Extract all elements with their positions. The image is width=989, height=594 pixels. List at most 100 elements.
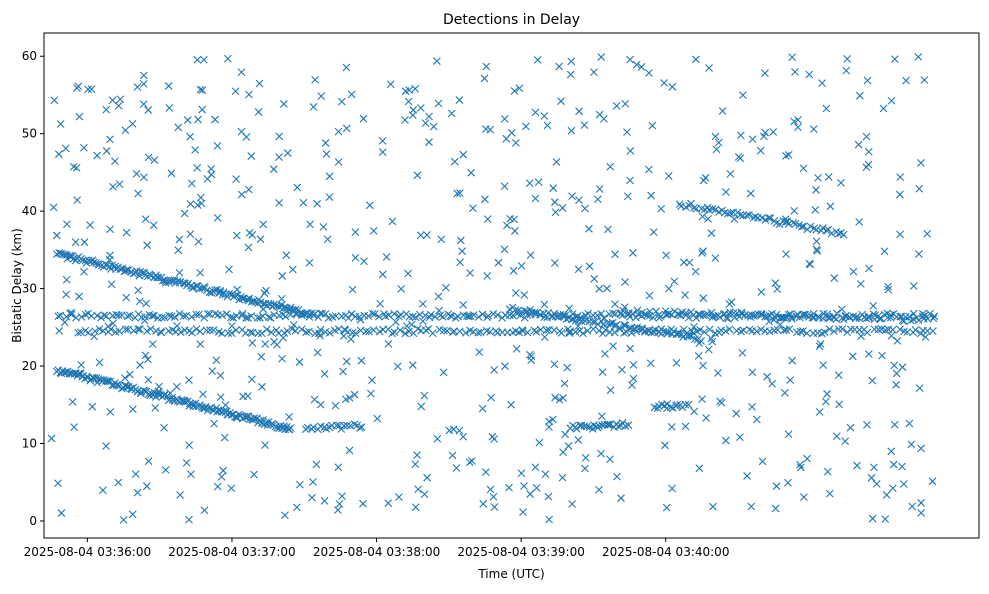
- data-point: [799, 327, 807, 335]
- data-point: [200, 506, 209, 515]
- data-point: [131, 470, 140, 479]
- data-point: [334, 463, 343, 472]
- data-point: [736, 211, 745, 219]
- data-point: [812, 186, 820, 194]
- data-point: [545, 515, 554, 524]
- data-point: [314, 329, 323, 338]
- data-point: [582, 422, 591, 431]
- data-point: [761, 69, 769, 78]
- data-point: [223, 54, 232, 63]
- data-point: [465, 458, 474, 467]
- data-point: [196, 340, 205, 349]
- data-point: [797, 222, 806, 231]
- data-point: [534, 178, 543, 186]
- data-point: [67, 310, 76, 319]
- data-point: [825, 325, 834, 333]
- data-point: [313, 199, 322, 208]
- data-point: [705, 64, 713, 72]
- data-point: [233, 285, 242, 294]
- data-point: [574, 436, 583, 444]
- data-point: [368, 309, 377, 318]
- data-point: [585, 224, 593, 233]
- data-point: [149, 221, 158, 230]
- data-point: [785, 325, 794, 333]
- data-point: [694, 351, 703, 360]
- data-point: [756, 146, 765, 155]
- data-point: [664, 284, 673, 293]
- data-point: [917, 159, 925, 167]
- y-tick-label: 50: [22, 127, 37, 141]
- data-point: [604, 420, 613, 429]
- data-point: [864, 313, 873, 322]
- data-point: [898, 462, 906, 471]
- data-point: [124, 325, 132, 334]
- data-point: [589, 317, 598, 326]
- data-point: [579, 329, 587, 338]
- data-point: [819, 361, 828, 369]
- data-point: [341, 395, 350, 404]
- data-point: [597, 309, 606, 318]
- data-point: [870, 463, 878, 472]
- data-point: [674, 330, 683, 339]
- data-point: [751, 212, 760, 221]
- data-point: [628, 381, 636, 389]
- data-point: [196, 268, 205, 277]
- data-point: [54, 312, 63, 321]
- data-point: [670, 277, 679, 286]
- data-point: [525, 179, 534, 188]
- data-point: [237, 311, 246, 320]
- data-point: [481, 195, 489, 204]
- data-point: [316, 325, 325, 334]
- data-point: [626, 344, 635, 353]
- data-point: [232, 231, 241, 240]
- data-point: [489, 492, 498, 501]
- data-point: [581, 464, 589, 473]
- data-point: [724, 314, 732, 323]
- data-point: [668, 484, 676, 493]
- data-point: [198, 86, 207, 94]
- data-point: [451, 313, 460, 322]
- data-point: [698, 249, 706, 257]
- data-point: [351, 228, 360, 236]
- data-point: [798, 310, 807, 319]
- data-point: [623, 192, 632, 201]
- data-point: [902, 76, 910, 85]
- data-point: [748, 368, 757, 377]
- data-point: [773, 285, 782, 293]
- data-point: [133, 488, 142, 497]
- data-point: [581, 453, 590, 462]
- data-point: [456, 258, 464, 267]
- data-point: [249, 297, 258, 306]
- data-point: [597, 53, 606, 61]
- data-point: [333, 506, 342, 514]
- data-point: [664, 172, 673, 180]
- data-point: [182, 458, 191, 467]
- data-point: [500, 245, 509, 254]
- data-point: [899, 480, 908, 488]
- data-point: [796, 460, 804, 469]
- data-point: [170, 313, 179, 321]
- data-point: [790, 206, 799, 215]
- y-tick-label: 60: [22, 49, 37, 63]
- data-point: [211, 309, 220, 318]
- data-point: [812, 225, 821, 234]
- data-point: [411, 84, 420, 93]
- data-point: [483, 215, 492, 223]
- data-point: [794, 123, 802, 132]
- data-point: [892, 369, 901, 378]
- data-point: [672, 358, 681, 367]
- data-point: [351, 329, 360, 338]
- data-point: [81, 310, 90, 319]
- data-point: [102, 312, 111, 320]
- data-point: [160, 391, 169, 400]
- data-point: [748, 403, 756, 411]
- data-point: [293, 310, 302, 318]
- data-point: [906, 316, 915, 325]
- data-point: [757, 288, 766, 296]
- data-point: [615, 323, 624, 332]
- data-point: [212, 356, 221, 365]
- data-point: [203, 310, 212, 318]
- x-tick-label: 2025-08-04 03:40:00: [602, 545, 729, 559]
